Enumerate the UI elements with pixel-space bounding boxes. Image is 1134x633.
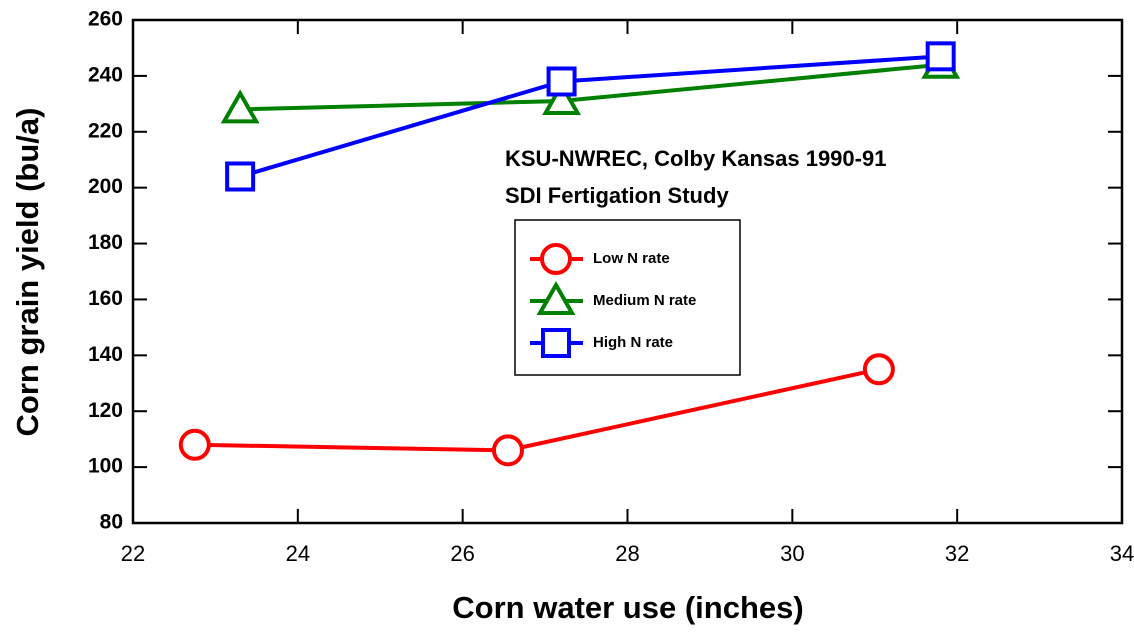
marker bbox=[862, 353, 895, 386]
legend-label: Low N rate bbox=[593, 250, 670, 267]
legend-marker bbox=[541, 328, 571, 358]
y-tick-label: 220 bbox=[88, 119, 123, 142]
series-line bbox=[194, 367, 880, 453]
x-tick-label: 26 bbox=[450, 541, 474, 566]
marker bbox=[491, 434, 524, 467]
y-tick-label: 160 bbox=[88, 287, 123, 310]
legend-marker bbox=[536, 280, 576, 315]
legend-label: Medium N rate bbox=[593, 292, 696, 309]
annotation: KSU-NWREC, Colby Kansas 1990-91 bbox=[505, 146, 886, 171]
x-tick-label: 24 bbox=[286, 541, 310, 566]
marker bbox=[546, 66, 577, 97]
marker bbox=[925, 41, 956, 72]
x-tick-label: 28 bbox=[615, 541, 639, 566]
marker bbox=[225, 161, 256, 192]
series-line bbox=[240, 62, 941, 112]
marker bbox=[178, 428, 211, 461]
y-axis-title: Corn grain yield (bu/a) bbox=[10, 108, 45, 437]
y-tick-label: 200 bbox=[88, 175, 123, 198]
x-tick-label: 30 bbox=[780, 541, 804, 566]
y-tick-label: 260 bbox=[88, 8, 123, 31]
annotation: SDI Fertigation Study bbox=[505, 183, 729, 208]
y-tick-label: 240 bbox=[88, 63, 123, 86]
x-axis-title: Corn water use (inches) bbox=[452, 590, 803, 625]
y-tick-label: 100 bbox=[88, 455, 123, 478]
y-tick-label: 80 bbox=[100, 511, 123, 534]
y-tick-label: 180 bbox=[88, 231, 123, 254]
y-tick-label: 120 bbox=[88, 399, 123, 422]
marker bbox=[220, 89, 260, 124]
y-tick-label: 140 bbox=[88, 343, 123, 366]
legend-marker bbox=[540, 243, 572, 275]
x-tick-label: 34 bbox=[1110, 541, 1134, 566]
x-tick-label: 22 bbox=[121, 541, 145, 566]
marker bbox=[542, 81, 582, 116]
legend-label: High N rate bbox=[593, 334, 673, 351]
x-tick-label: 32 bbox=[945, 541, 969, 566]
